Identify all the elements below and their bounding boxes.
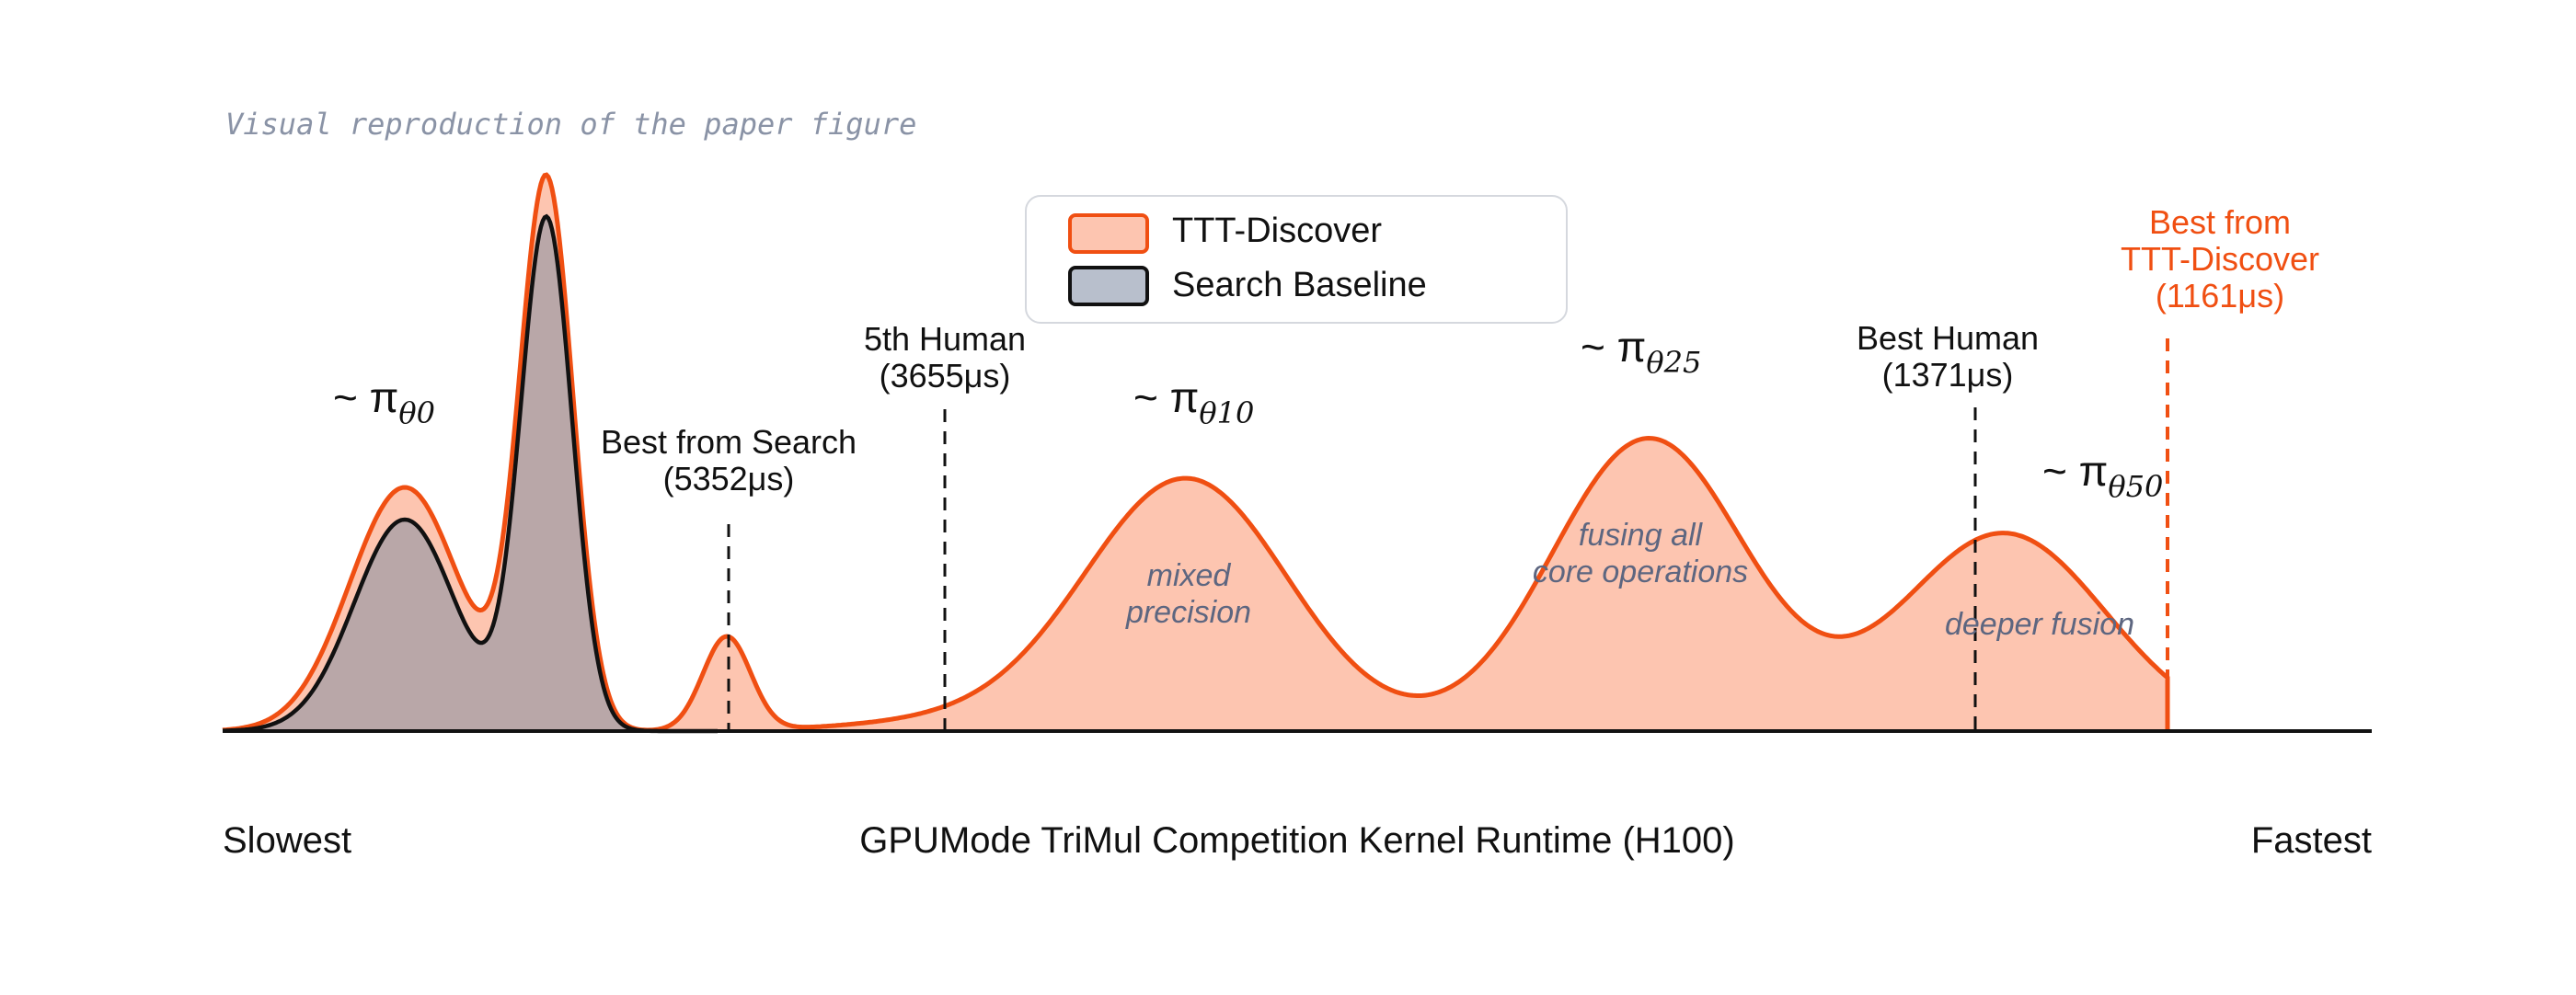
- annotation-mixed-precision: mixed precision: [1125, 558, 1251, 630]
- marker-value: (3655μs): [880, 357, 1011, 395]
- policy-label-theta0: ~ πθ0: [333, 373, 435, 430]
- legend-swatch-ttt-discover: [1068, 213, 1149, 254]
- policy-label-theta10: ~ πθ10: [1133, 373, 1254, 430]
- annotation-deeper-fusion: deeper fusion: [1945, 607, 2134, 642]
- policy-prefix: ~ π: [2042, 447, 2108, 495]
- policy-subscript: θ25: [1646, 345, 1701, 380]
- annotation-line-1: fusing all: [1579, 518, 1704, 553]
- marker-best-human-label: Best Human (1371μs): [1857, 319, 2039, 394]
- policy-prefix: ~ π: [1133, 373, 1199, 421]
- policy-label-theta25: ~ πθ25: [1581, 323, 1701, 380]
- figure-caption: Visual reproduction of the paper figure: [225, 107, 916, 142]
- legend-swatch-search-baseline: [1068, 266, 1149, 306]
- marker-best-from-search-label: Best from Search (5352μs): [601, 423, 857, 498]
- legend: TTT-Discover Search Baseline: [1025, 195, 1568, 324]
- annotation-fusing-all: fusing all core operations: [1533, 518, 1748, 589]
- search-baseline-density-fill: [223, 216, 718, 731]
- legend-label-ttt-discover: TTT-Discover: [1172, 212, 1382, 250]
- axis-label-slowest: Slowest: [223, 820, 351, 861]
- ttt-discover-density-fill: [223, 175, 2168, 731]
- policy-prefix: ~ π: [1581, 323, 1646, 371]
- marker-value: (1161μs): [2156, 277, 2284, 315]
- marker-name: Best from Search: [601, 423, 857, 461]
- legend-label-search-baseline: Search Baseline: [1172, 266, 1427, 304]
- axis-label-fastest: Fastest: [2251, 820, 2372, 861]
- legend-frame: [1025, 195, 1568, 324]
- ttt-discover-density-line: [222, 172, 2170, 733]
- marker-name-line-2: TTT-Discover: [2121, 240, 2319, 278]
- policy-subscript: θ50: [2108, 469, 2163, 504]
- annotation-line-2: precision: [1125, 595, 1251, 630]
- x-axis-title: GPUMode TriMul Competition Kernel Runtim…: [859, 820, 1734, 861]
- annotation-line-1: deeper fusion: [1945, 607, 2134, 642]
- policy-subscript: θ0: [398, 395, 435, 430]
- marker-value: (1371μs): [1882, 356, 2014, 394]
- annotation-line-2: core operations: [1533, 555, 1748, 589]
- marker-name: Best Human: [1857, 319, 2039, 357]
- marker-name-line-1: Best from: [2149, 203, 2291, 241]
- policy-label-theta50: ~ πθ50: [2042, 447, 2163, 504]
- marker-5th-human-label: 5th Human (3655μs): [864, 320, 1026, 395]
- marker-value: (5352μs): [663, 460, 795, 498]
- policy-prefix: ~ π: [333, 373, 398, 421]
- annotation-line-1: mixed: [1147, 558, 1232, 593]
- policy-subscript: θ10: [1199, 395, 1254, 430]
- marker-best-ttt-label: Best from TTT-Discover (1161μs): [2121, 203, 2319, 315]
- marker-name: 5th Human: [864, 320, 1026, 358]
